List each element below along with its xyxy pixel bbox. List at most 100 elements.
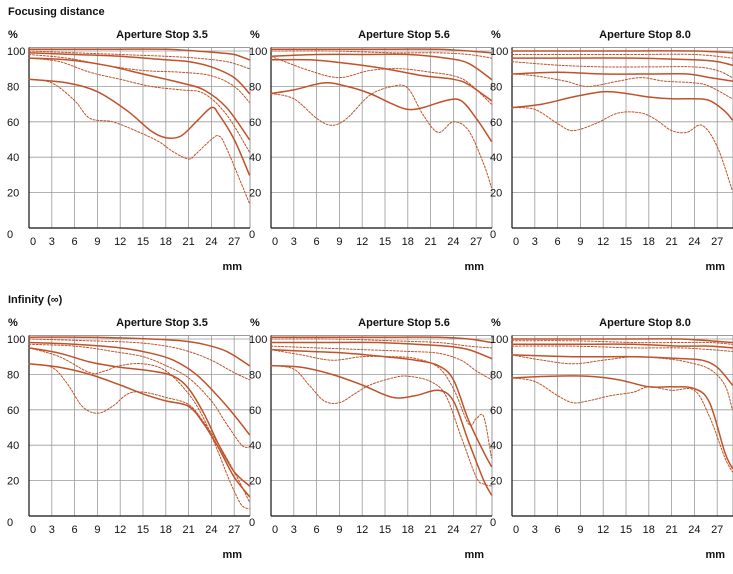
y-tick-label: 40 xyxy=(490,440,502,452)
section-title-infinity: Infinity (∞) xyxy=(8,294,63,306)
x-tick-label: 27 xyxy=(711,236,723,248)
x-tick-label: 24 xyxy=(688,236,700,248)
y-tick-label: 0 xyxy=(7,517,13,529)
mtf-curve-solid xyxy=(270,53,493,81)
y-tick-label: 60 xyxy=(249,405,261,417)
y-tick-label: 0 xyxy=(7,229,13,241)
mtf-curve-dashed xyxy=(28,50,250,70)
y-unit-label: % xyxy=(491,29,501,41)
x-tick-label: 6 xyxy=(555,524,561,536)
x-tick-label: 0 xyxy=(30,236,36,248)
y-tick-label: 40 xyxy=(490,152,502,164)
chart-title: Aperture Stop 5.6 xyxy=(358,29,450,41)
x-tick-label: 0 xyxy=(513,236,519,248)
mtf-curve-solid xyxy=(511,50,733,54)
x-tick-label: 27 xyxy=(228,236,240,248)
y-tick-label: 40 xyxy=(7,440,19,452)
y-tick-label: 40 xyxy=(7,152,19,164)
y-tick-label: 20 xyxy=(490,476,502,488)
y-tick-label: 80 xyxy=(7,81,19,93)
y-tick-label: 0 xyxy=(490,517,496,529)
y-tick-label: 100 xyxy=(490,46,508,58)
x-tick-label: 21 xyxy=(182,236,194,248)
mtf-curve-solid xyxy=(270,341,493,360)
x-tick-label: 12 xyxy=(356,524,368,536)
x-tick-label: 18 xyxy=(643,236,655,248)
y-tick-label: 0 xyxy=(249,517,255,529)
x-tick-label: 9 xyxy=(94,524,100,536)
x-tick-label: 3 xyxy=(49,236,55,248)
x-tick-label: 18 xyxy=(402,236,414,248)
x-tick-label: 21 xyxy=(665,236,677,248)
y-tick-label: 80 xyxy=(249,81,261,93)
mtf-curve-dashed xyxy=(511,377,733,473)
x-tick-label: 3 xyxy=(291,236,297,248)
x-tick-label: 3 xyxy=(532,524,538,536)
mtf-curve-dashed xyxy=(511,73,733,100)
x-unit-label: mm xyxy=(705,549,725,561)
mtf-curve-dashed xyxy=(28,347,250,510)
chart-title: Aperture Stop 5.6 xyxy=(358,317,450,329)
x-tick-label: 15 xyxy=(379,236,391,248)
x-tick-label: 6 xyxy=(72,236,78,248)
mtf-curve-dashed xyxy=(511,354,733,411)
mtf-curve-dashed xyxy=(28,78,250,204)
x-tick-label: 9 xyxy=(336,236,342,248)
x-tick-label: 27 xyxy=(470,524,482,536)
y-tick-label: 60 xyxy=(490,405,502,417)
mtf-curve-dashed xyxy=(28,343,250,448)
x-tick-label: 6 xyxy=(555,236,561,248)
x-tick-label: 27 xyxy=(711,524,723,536)
y-unit-label: % xyxy=(250,29,260,41)
x-tick-label: 21 xyxy=(182,524,194,536)
x-tick-label: 18 xyxy=(160,236,172,248)
mtf-curve-dashed xyxy=(28,54,250,103)
y-tick-label: 80 xyxy=(490,81,502,93)
mtf-curve-dashed xyxy=(270,55,492,105)
mtf-curve-solid xyxy=(270,48,493,54)
chart-title: Aperture Stop 8.0 xyxy=(599,29,691,41)
x-tick-label: 0 xyxy=(513,524,519,536)
y-tick-label: 20 xyxy=(490,188,502,200)
y-unit-label: % xyxy=(8,317,18,329)
y-tick-label: 20 xyxy=(249,476,261,488)
x-tick-label: 9 xyxy=(94,236,100,248)
x-tick-label: 9 xyxy=(336,524,342,536)
x-tick-label: 18 xyxy=(160,524,172,536)
mtf-curve-dashed xyxy=(28,363,250,503)
y-unit-label: % xyxy=(8,29,18,41)
x-tick-label: 6 xyxy=(314,236,320,248)
y-tick-label: 60 xyxy=(249,117,261,129)
y-tick-label: 20 xyxy=(249,188,261,200)
x-tick-label: 21 xyxy=(424,236,436,248)
y-tick-label: 80 xyxy=(249,369,261,381)
x-tick-label: 12 xyxy=(114,236,126,248)
y-tick-label: 40 xyxy=(249,152,261,164)
mtf-curve-dashed xyxy=(511,345,733,352)
y-tick-label: 0 xyxy=(490,229,496,241)
mtf-curve-dashed xyxy=(28,338,250,381)
mtf-curve-solid xyxy=(28,57,251,141)
y-tick-label: 100 xyxy=(7,334,25,346)
x-tick-label: 9 xyxy=(577,236,583,248)
x-tick-label: 24 xyxy=(205,524,217,536)
mtf-curve-solid xyxy=(28,363,251,498)
mtf-curve-dashed xyxy=(270,349,492,459)
x-unit-label: mm xyxy=(464,261,484,273)
x-tick-label: 21 xyxy=(424,524,436,536)
x-tick-label: 15 xyxy=(620,236,632,248)
y-tick-label: 100 xyxy=(249,334,267,346)
mtf-curve-dashed xyxy=(511,340,733,345)
x-tick-label: 24 xyxy=(205,236,217,248)
y-tick-label: 20 xyxy=(7,476,19,488)
x-tick-label: 3 xyxy=(291,524,297,536)
mtf-curve-solid xyxy=(511,338,733,344)
mtf-curve-solid xyxy=(270,364,493,496)
x-tick-label: 6 xyxy=(314,524,320,536)
mtf-curve-dashed xyxy=(511,53,733,59)
y-tick-label: 100 xyxy=(7,46,25,58)
y-unit-label: % xyxy=(250,317,260,329)
x-tick-label: 18 xyxy=(402,524,414,536)
y-tick-label: 80 xyxy=(7,369,19,381)
